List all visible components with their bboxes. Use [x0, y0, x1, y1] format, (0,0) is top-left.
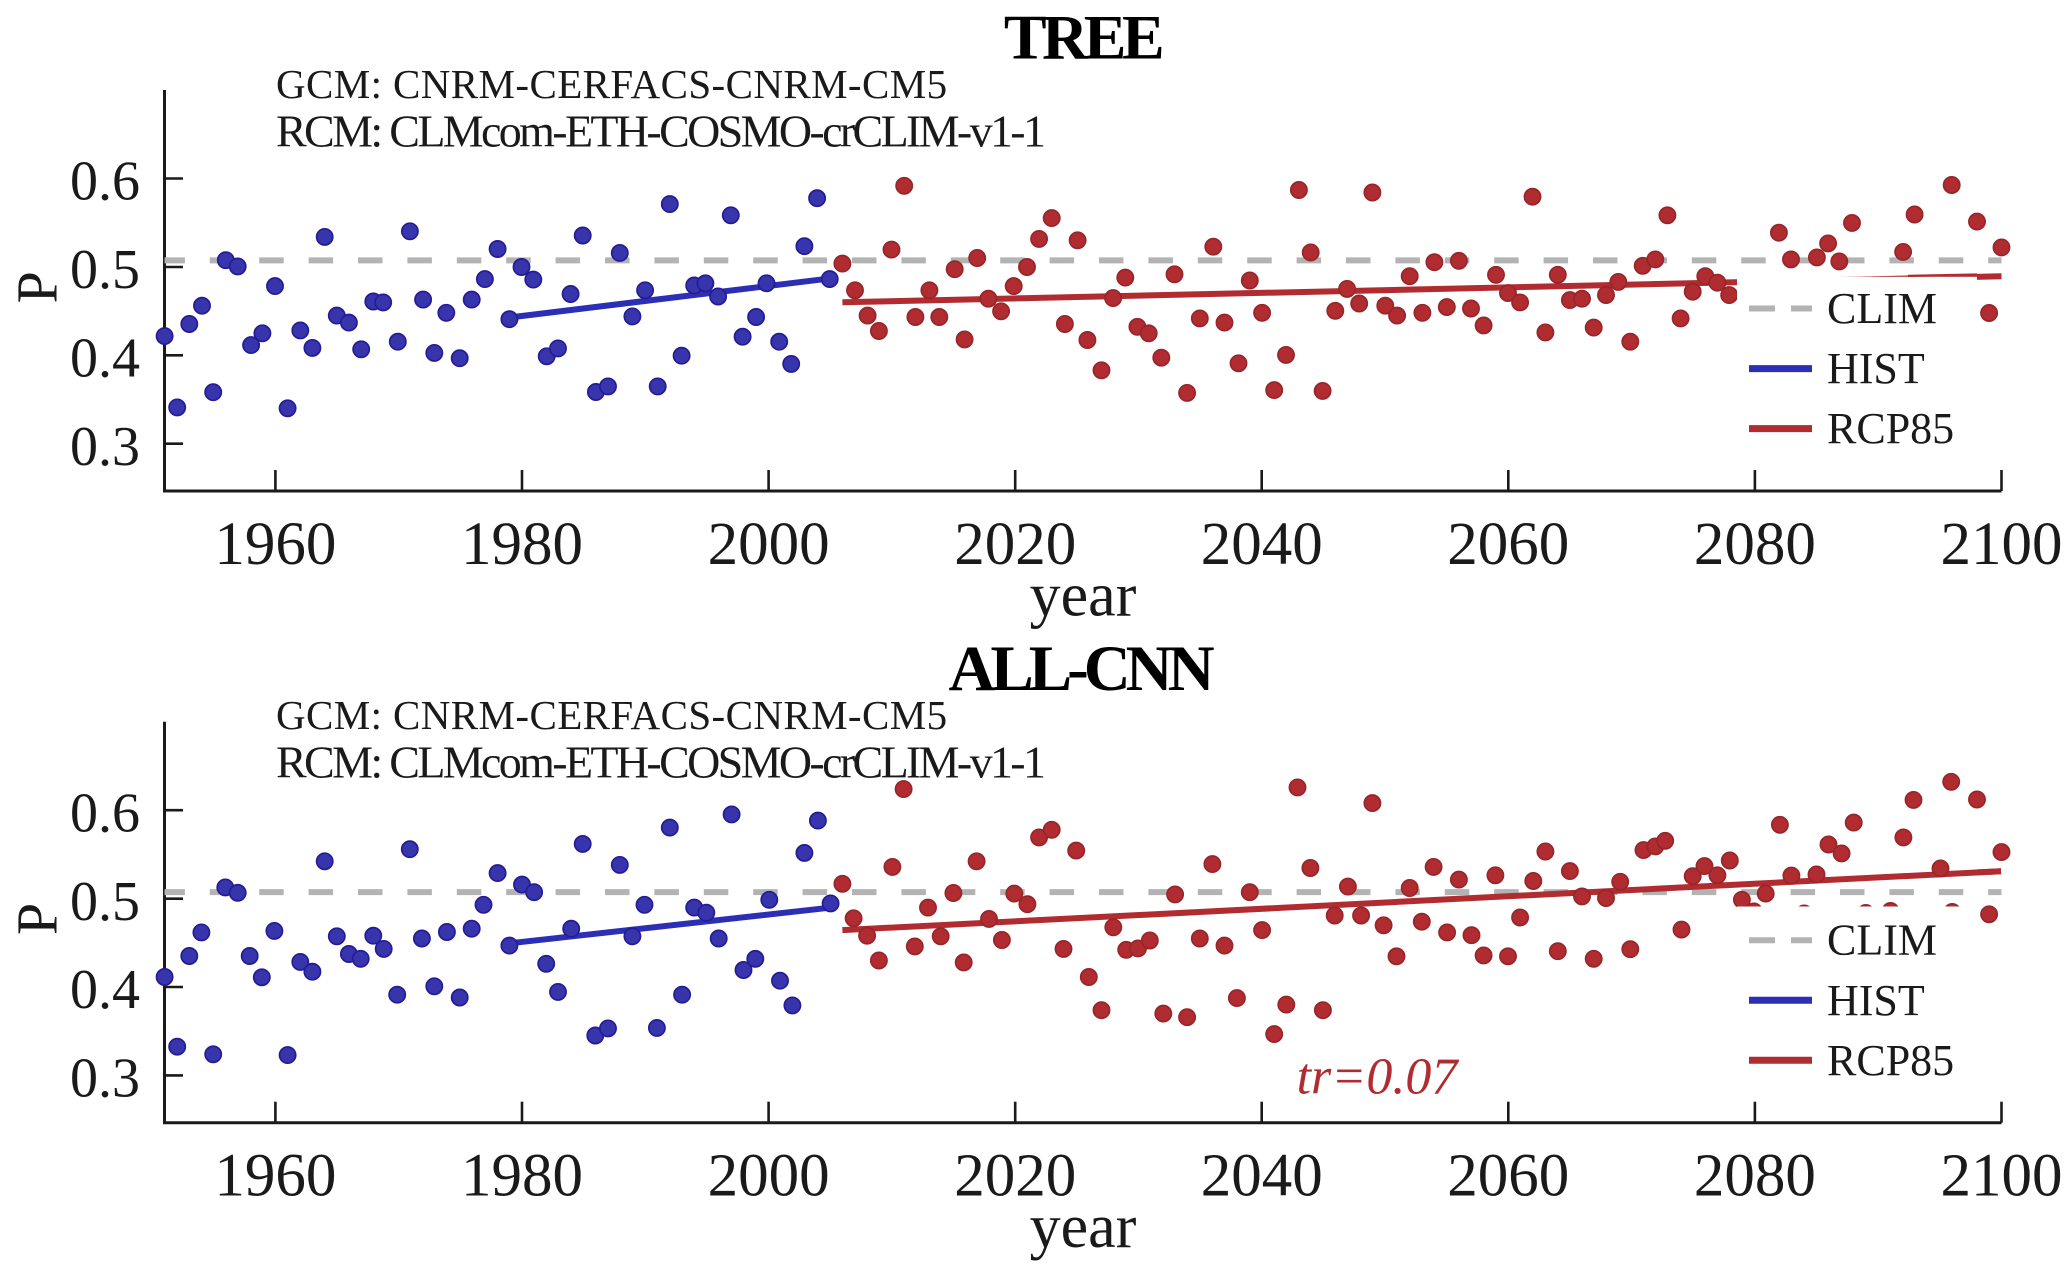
svg-text:1980: 1980 [461, 511, 583, 578]
svg-text:2020: 2020 [954, 511, 1076, 578]
svg-text:2040: 2040 [1201, 511, 1323, 578]
svg-text:2080: 2080 [1694, 511, 1816, 578]
svg-text:1960: 1960 [214, 511, 336, 578]
svg-text:0.6: 0.6 [70, 782, 140, 844]
svg-text:2100: 2100 [1941, 1143, 2063, 1210]
svg-text:year: year [1030, 1193, 1137, 1261]
svg-text:RCP85: RCP85 [1827, 1036, 1954, 1085]
svg-text:2000: 2000 [708, 1143, 830, 1210]
svg-text:0.4: 0.4 [70, 328, 140, 390]
svg-text:P: P [5, 903, 70, 935]
svg-text:HIST: HIST [1827, 976, 1925, 1025]
svg-text:GCM: CNRM-CERFACS-CNRM-CM5: GCM: CNRM-CERFACS-CNRM-CM5 [276, 61, 948, 107]
svg-text:1980: 1980 [461, 1143, 583, 1210]
svg-text:HIST: HIST [1827, 344, 1925, 393]
svg-text:GCM: CNRM-CERFACS-CNRM-CM5: GCM: CNRM-CERFACS-CNRM-CM5 [276, 692, 948, 738]
svg-text:year: year [1030, 562, 1137, 630]
svg-text:0.3: 0.3 [70, 416, 140, 478]
svg-text:2100: 2100 [1941, 511, 2063, 578]
svg-text:0.5: 0.5 [70, 871, 140, 933]
svg-text:0.5: 0.5 [70, 239, 140, 301]
svg-text:0.6: 0.6 [70, 151, 140, 213]
svg-text:2060: 2060 [1447, 1143, 1569, 1210]
svg-text:ALL-CNN: ALL-CNN [948, 633, 1214, 705]
svg-text:P: P [5, 271, 70, 303]
svg-text:RCP85: RCP85 [1827, 404, 1954, 453]
svg-text:0.3: 0.3 [70, 1048, 140, 1110]
svg-text:2080: 2080 [1694, 1143, 1816, 1210]
svg-text:2040: 2040 [1201, 1143, 1323, 1210]
svg-text:0.4: 0.4 [70, 959, 140, 1021]
svg-text:CLIM: CLIM [1827, 284, 1937, 333]
svg-text:2000: 2000 [708, 511, 830, 578]
svg-text:CLIM: CLIM [1827, 916, 1937, 965]
svg-text:2060: 2060 [1447, 511, 1569, 578]
svg-text:RCM: CLMcom-ETH-COSMO-crCLIM-v: RCM: CLMcom-ETH-COSMO-crCLIM-v1-1 [276, 106, 1044, 157]
svg-text:tr=0.07: tr=0.07 [1297, 1049, 1460, 1106]
svg-text:TREE: TREE [1004, 2, 1162, 73]
svg-text:1960: 1960 [214, 1143, 336, 1210]
svg-text:2020: 2020 [954, 1143, 1076, 1210]
svg-text:RCM: CLMcom-ETH-COSMO-crCLIM-v: RCM: CLMcom-ETH-COSMO-crCLIM-v1-1 [276, 737, 1044, 788]
